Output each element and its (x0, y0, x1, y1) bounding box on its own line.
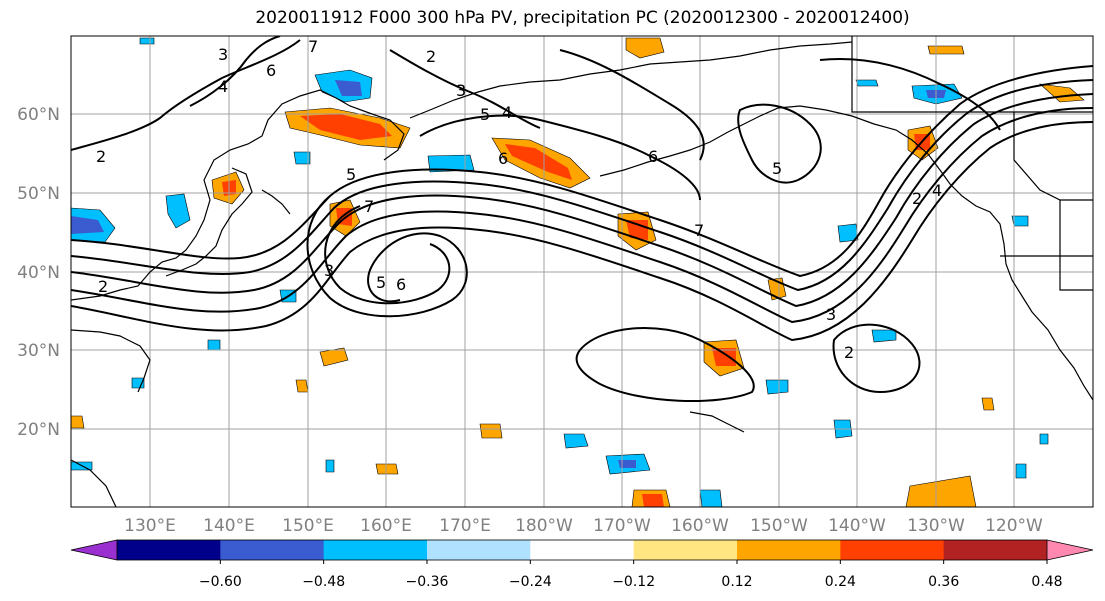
longitude-labels: 130°E 140°E 150°E 160°E 170°E 180°W 170°… (124, 516, 1043, 536)
contour-label: 3 (324, 261, 334, 280)
contour-label: 6 (266, 61, 276, 80)
contour-label: 2 (426, 47, 436, 66)
contour-label: 3 (456, 81, 466, 100)
contour-label: 3 (826, 305, 836, 324)
colorbar-extend-low (71, 540, 117, 560)
contour-label: 4 (502, 103, 512, 122)
map-title: 2020011912 F000 300 hPa PV, precipitatio… (255, 8, 910, 28)
contour-label: 6 (396, 275, 406, 294)
colorbar-swatch (323, 540, 428, 560)
lon-label: 130°W (907, 516, 965, 536)
lat-label: 60°N (17, 105, 60, 125)
lat-label: 40°N (17, 263, 60, 283)
colorbar: −0.60 −0.48 −0.36 −0.24 −0.12 0.12 0.24 0.36 0.4… (70, 539, 1094, 590)
lat-label: 20°N (17, 420, 60, 440)
lon-label: 160°W (671, 516, 729, 536)
pv-contours (71, 36, 1093, 402)
colorbar-swatch (633, 540, 738, 560)
colorbar-extend-high (1047, 540, 1093, 560)
contour-label: 6 (498, 149, 508, 168)
colorbar-swatch (220, 540, 325, 560)
lat-label: 50°N (17, 184, 60, 204)
contour-label: 7 (308, 37, 318, 56)
contour-label: 2 (96, 147, 106, 166)
lon-label: 150°W (750, 516, 808, 536)
colorbar-tick-label: −0.48 (302, 574, 345, 590)
coastlines (71, 36, 1093, 507)
lon-label: 170°E (439, 516, 491, 536)
colorbar-tick-label: 0.36 (928, 574, 959, 590)
contour-label: 7 (364, 197, 374, 216)
lon-label: 140°E (203, 516, 255, 536)
contour-label: 5 (480, 105, 490, 124)
lat-label: 30°N (17, 341, 60, 361)
lon-label: 140°W (828, 516, 886, 536)
contour-label: 5 (772, 159, 782, 178)
latitude-labels: 60°N 50°N 40°N 30°N 20°N (17, 105, 60, 440)
contour-label: 4 (932, 181, 942, 200)
colorbar-swatch (530, 540, 635, 560)
contour-label: 2 (844, 343, 854, 362)
contour-label: 4 (218, 77, 228, 96)
lon-label: 130°E (124, 516, 176, 536)
contour-label: 2 (912, 189, 922, 208)
contour-label: 6 (648, 147, 658, 166)
colorbar-tick-label: 0.48 (1031, 574, 1062, 590)
contour-label: 5 (376, 273, 386, 292)
contour-label: 3 (218, 45, 228, 64)
map-frame (70, 35, 1094, 508)
lon-label: 180°W (515, 516, 573, 536)
colorbar-swatch (737, 540, 841, 560)
lon-label: 120°W (985, 516, 1043, 536)
precipitation-shading (71, 37, 1085, 507)
colorbar-swatch (117, 540, 221, 560)
contour-label: 5 (346, 165, 356, 184)
colorbar-tick-label: −0.36 (406, 574, 449, 590)
contour-label: 7 (694, 221, 704, 240)
lon-label: 160°E (360, 516, 412, 536)
colorbar-tick-label: −0.24 (509, 574, 552, 590)
colorbar-swatch (943, 540, 1048, 560)
colorbar-swatch (427, 540, 531, 560)
graticule (71, 36, 1093, 507)
colorbar-tick-label: 0.12 (721, 574, 752, 590)
colorbar-tick-label: −0.12 (612, 574, 655, 590)
contour-label: 2 (98, 277, 108, 296)
contour-labels: 3 4 2 6 7 2 3 5 4 6 5 2 7 3 5 6 7 6 2 4 … (96, 37, 942, 362)
colorbar-tick-label: 0.24 (825, 574, 856, 590)
colorbar-tick-label: −0.60 (199, 574, 242, 590)
colorbar-swatch (840, 540, 945, 560)
lon-label: 170°W (593, 516, 651, 536)
lon-label: 150°E (282, 516, 334, 536)
